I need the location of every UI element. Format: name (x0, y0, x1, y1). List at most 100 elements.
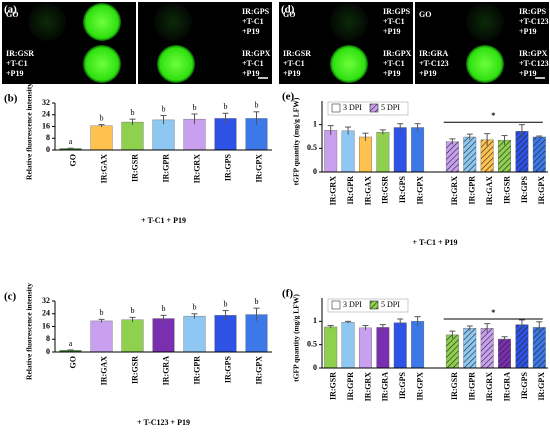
significance-letter: b (162, 304, 166, 313)
x-tick-label: IR:GSR (130, 356, 139, 384)
image-label: +P19 (519, 69, 536, 78)
image-label: IR:GSR (6, 49, 34, 58)
leaf-spot-dim (154, 3, 192, 41)
y-tick-label: 0 (313, 167, 317, 176)
image-label: +T-C1 (383, 17, 405, 26)
y-tick-label: 1 (313, 119, 317, 128)
bar (359, 327, 372, 369)
image-label: GO (6, 10, 18, 19)
x-tick-label: IR:GPR (346, 372, 355, 401)
significance-letter: a (69, 137, 73, 146)
x-tick-label: IR:GPR (192, 356, 201, 385)
bar (183, 315, 206, 353)
y-tick-label: 8 (46, 133, 50, 142)
x-tick-label: IR:GSR (130, 154, 139, 182)
image-label: IR:GPS (519, 7, 547, 16)
x-tick-label: IR:GRA (381, 372, 390, 402)
y-tick-label: 16 (42, 321, 50, 330)
y-tick-label: 0.5 (307, 143, 317, 152)
leaf-spot (157, 45, 195, 83)
x-tick-label: IR:GPX (254, 154, 263, 183)
leaf-spot (466, 45, 504, 83)
image-label: IR:GPS (242, 7, 270, 16)
bar (376, 327, 390, 369)
x-axis-label: + T-C1 + P19 (141, 216, 186, 225)
x-tick-label: IR:GSR (381, 176, 390, 204)
leaf-spot (83, 45, 121, 83)
leaf-spot-dim (330, 3, 368, 41)
bar (463, 328, 477, 369)
x-tick-label: IR:GRA (502, 372, 511, 402)
bar (411, 127, 425, 173)
panel-label: (b) (4, 93, 18, 105)
bar (393, 127, 407, 173)
significance-mark: * (491, 111, 495, 120)
panel-label: (c) (4, 291, 17, 303)
image-label: +T-C1 (6, 59, 28, 68)
bar (90, 125, 113, 151)
image-label: +P19 (419, 69, 436, 78)
bar (532, 327, 546, 369)
image-label: +T-C1 (242, 59, 264, 68)
x-axis-label: + T-C123 + P19 (137, 418, 190, 427)
image-label: IR:GPS (383, 7, 411, 16)
bar (152, 318, 175, 353)
x-tick-label: IR:GAX (99, 356, 108, 386)
x-tick-label: IR:GSR (329, 372, 338, 400)
legend-swatch (331, 103, 341, 113)
image-label: +P19 (242, 27, 259, 36)
x-tick-label: GO (68, 356, 77, 368)
y-axis-label: Relative fluorescence intensity (25, 83, 34, 180)
y-tick-label: 32 (42, 98, 50, 107)
x-tick-label: IR:GPX (415, 176, 424, 205)
significance-mark: * (491, 308, 495, 317)
image-label: IR:GPX (242, 49, 271, 58)
legend-label: 3 DPI (343, 300, 362, 309)
image-label: IR:GPX (383, 49, 412, 58)
bar (359, 136, 372, 173)
x-tick-label: IR:GPS (520, 371, 529, 399)
y-tick-label: 0 (46, 145, 50, 154)
x-tick-label: IR:GPX (415, 372, 424, 401)
image-label: +P19 (242, 69, 259, 78)
image-label: +P19 (519, 27, 536, 36)
x-tick-label: IR:GRX (485, 372, 494, 402)
x-tick-label: IR:GRA (161, 356, 170, 386)
bar (324, 326, 338, 369)
legend-swatch (369, 103, 379, 113)
y-tick-label: 0 (46, 347, 50, 356)
bar (152, 119, 175, 151)
image-label: IR:GRA (419, 49, 449, 58)
bar (445, 334, 459, 369)
significance-letter: b (255, 297, 259, 306)
y-axis-label: Relative fluorescence intensity (25, 283, 34, 380)
bar (90, 320, 113, 353)
x-tick-label: IR:GPR (161, 154, 170, 183)
x-tick-label: IR:GAX (99, 154, 108, 184)
significance-letter: a (69, 339, 73, 348)
significance-letter: b (193, 303, 197, 312)
legend-swatch (331, 300, 341, 310)
bar (532, 136, 546, 173)
bar (341, 322, 355, 369)
x-tick-label: IR:GRX (192, 154, 201, 184)
image-label: +T-C123 (519, 59, 549, 68)
legend-frame (327, 298, 409, 313)
leaf-spot (83, 3, 121, 41)
x-tick-label: IR:GPS (398, 175, 407, 203)
leaf-spot (330, 45, 368, 83)
x-tick-label: IR:GPR (468, 372, 477, 401)
significance-letter: b (224, 299, 228, 308)
bar (498, 140, 511, 173)
image-label: +P19 (383, 69, 400, 78)
x-tick-label: IR:GRX (363, 372, 372, 402)
panel-label: (a) (4, 4, 17, 16)
significance-letter: b (100, 308, 104, 317)
x-tick-label: IR:GPR (468, 176, 477, 205)
image-label: +T-C123 (419, 59, 449, 68)
significance-letter: b (162, 104, 166, 113)
x-tick-label: IR:GPR (346, 176, 355, 205)
panel-label: (d) (281, 4, 295, 16)
legend-swatch (369, 300, 379, 310)
image-label: +T-C1 (383, 59, 405, 68)
